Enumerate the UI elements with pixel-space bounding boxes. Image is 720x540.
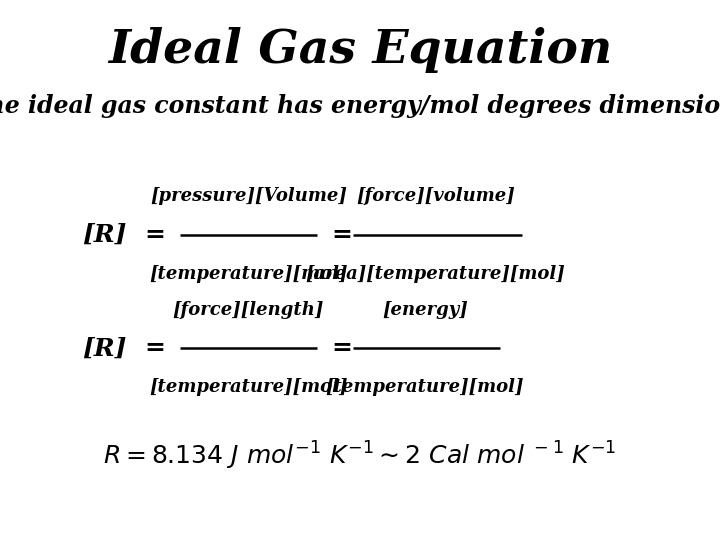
Text: Ideal Gas Equation: Ideal Gas Equation (108, 27, 612, 73)
Text: [pressure][Volume]: [pressure][Volume] (150, 187, 347, 205)
Text: [area][temperature][mol]: [area][temperature][mol] (306, 265, 565, 282)
Text: The ideal gas constant has energy/mol degrees dimensions: The ideal gas constant has energy/mol de… (0, 94, 720, 118)
Text: =: = (144, 336, 166, 360)
Text: [temperature][mol]: [temperature][mol] (325, 378, 524, 396)
Text: [temperature][mol]: [temperature][mol] (149, 265, 348, 282)
Text: [force][length]: [force][length] (173, 301, 324, 319)
Text: [force][volume]: [force][volume] (356, 187, 515, 205)
Text: [temperature][mol]: [temperature][mol] (149, 378, 348, 396)
Text: [energy]: [energy] (382, 301, 468, 319)
Text: =: = (331, 336, 353, 360)
Text: =: = (144, 223, 166, 247)
Text: $R = 8.134\ J\ mol^{-1}\ K^{-1} \sim 2\ Cal\ mol^{\ -1}\ K^{-1}$: $R = 8.134\ J\ mol^{-1}\ K^{-1} \sim 2\ … (104, 440, 616, 472)
Text: [R]: [R] (82, 223, 127, 247)
Text: [R]: [R] (82, 336, 127, 360)
Text: =: = (331, 223, 353, 247)
